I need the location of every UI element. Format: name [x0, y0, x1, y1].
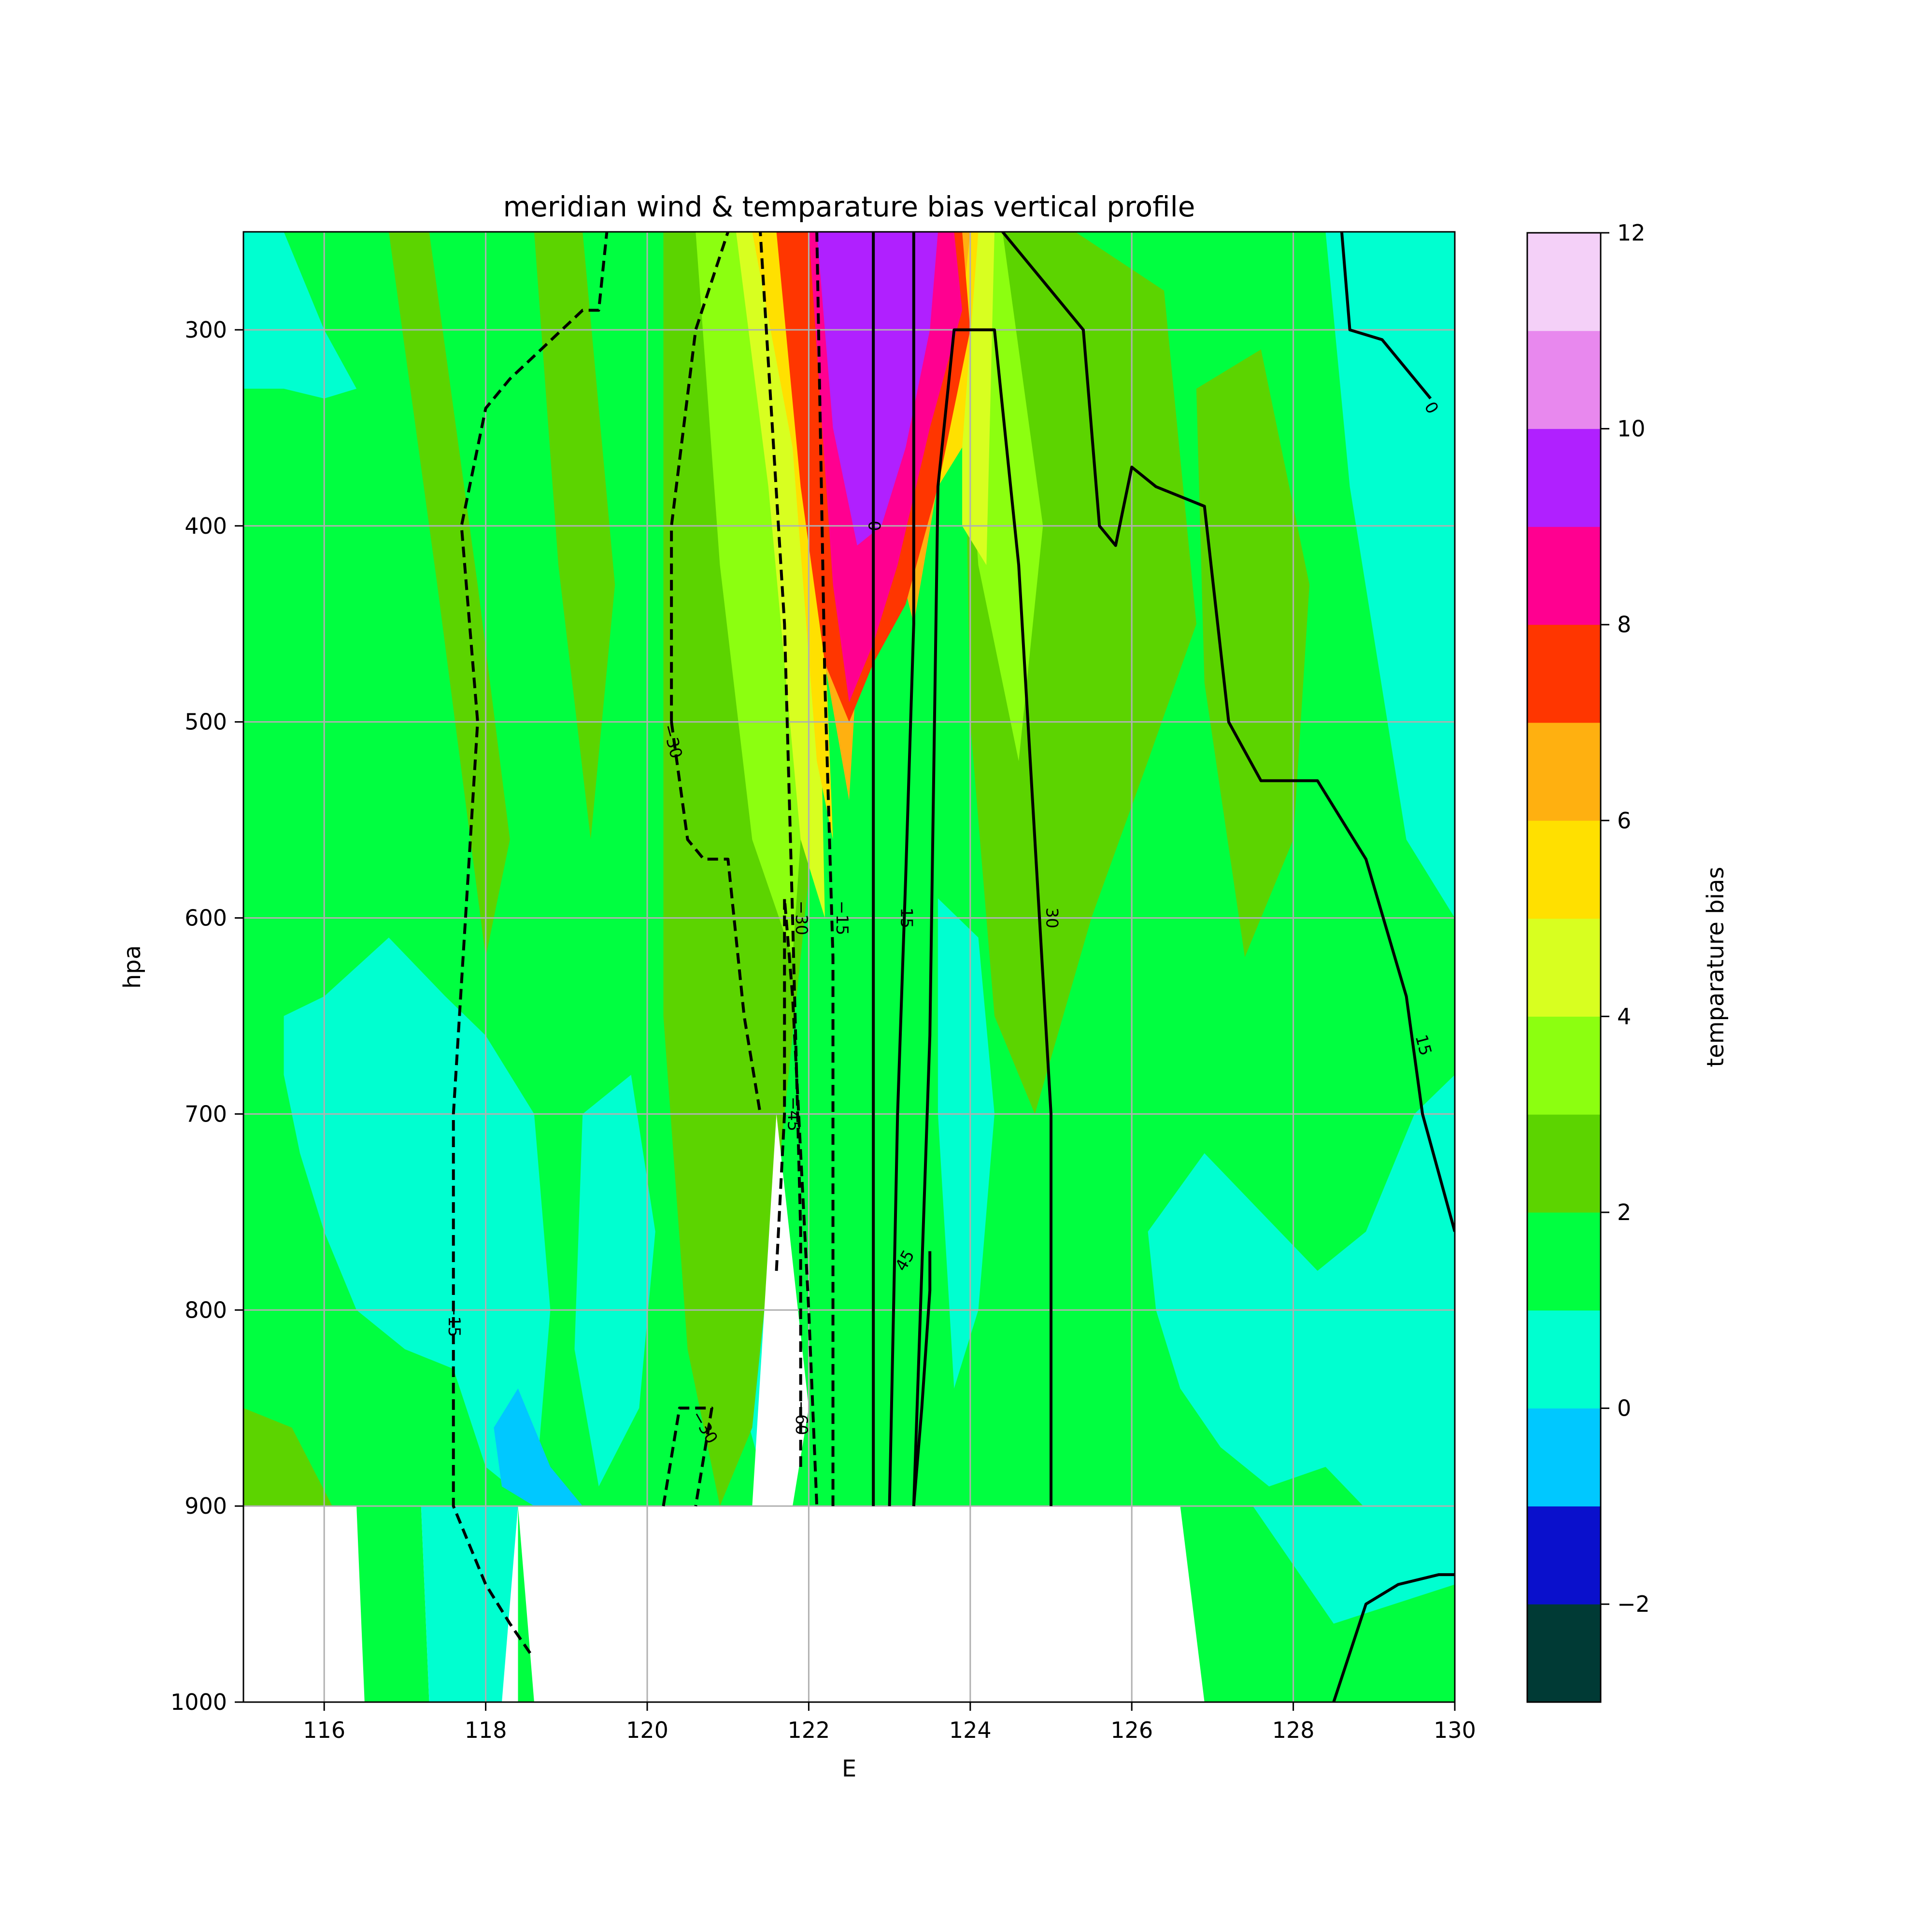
wind-contour [1332, 1573, 1455, 1702]
colorbar-tick-label: 10 [1617, 416, 1646, 442]
x-tick-label: 124 [949, 1717, 992, 1743]
bias-region [696, 232, 809, 957]
colorbar-tick-label: 8 [1617, 611, 1631, 638]
y-tick-label: 800 [185, 1297, 227, 1323]
bias-region [1253, 1506, 1455, 1624]
colorbar: −2 0 2 4 6 8 10 12 temparature bias [1526, 220, 1729, 1703]
bias-region [388, 232, 510, 957]
colorbar-band [1527, 723, 1601, 821]
colorbar-bands [1527, 233, 1601, 1703]
x-tick-label: 116 [303, 1717, 345, 1743]
bias-region [284, 938, 551, 1506]
colorbar-frame [1526, 232, 1602, 1703]
plot-frame [242, 231, 1456, 1703]
wind-contour [888, 232, 915, 1506]
colorbar-band [1527, 625, 1601, 723]
wind-contour [670, 232, 730, 722]
colorbar-band [1527, 330, 1601, 429]
wind-contour [912, 328, 1052, 1506]
colorbar-band [1527, 428, 1601, 527]
contour-label: 30 [1042, 908, 1062, 928]
bias-region [574, 1075, 655, 1487]
bias-region [494, 1388, 583, 1506]
colorbar-band [1527, 1212, 1601, 1311]
wind-contour [1001, 232, 1455, 1232]
colorbar-band [1527, 1506, 1601, 1605]
y-tick-label: 900 [185, 1493, 227, 1519]
wind-contour [452, 232, 609, 1654]
colorbar-band [1527, 918, 1601, 1017]
y-tick-label: 500 [185, 709, 227, 735]
wind-contours [452, 232, 1455, 1702]
y-axis-label: hpa [119, 945, 146, 989]
colorbar-tick-label: 2 [1617, 1199, 1631, 1225]
x-tick-label: 122 [787, 1717, 830, 1743]
y-tick-label: 400 [185, 513, 227, 539]
bias-region [534, 232, 615, 840]
bias-region [817, 232, 938, 546]
colorbar-band [1527, 1310, 1601, 1409]
x-tick-label: 120 [626, 1717, 668, 1743]
colorbar-band [1527, 1114, 1601, 1213]
bias-region [1148, 1075, 1455, 1565]
y-tick-label: 300 [185, 317, 227, 343]
x-axis-label: E [842, 1755, 856, 1782]
colorbar-band [1527, 1408, 1601, 1506]
bias-region [518, 1506, 534, 1702]
wind-contour [1340, 232, 1432, 399]
colorbar-tick-label: 12 [1617, 220, 1646, 246]
x-tick-label: 128 [1272, 1717, 1315, 1743]
chart-title: meridian wind & temparature bias vertica… [503, 190, 1195, 223]
colorbar-band [1527, 1604, 1601, 1703]
colorbar-band [1527, 526, 1601, 625]
colorbar-label: temparature bias [1702, 867, 1729, 1067]
wind-contour [670, 722, 762, 1114]
colorbar-band [1527, 233, 1601, 331]
y-axis: 300 400 500 600 700 800 900 1000 [170, 317, 243, 1715]
contour-label: 0 [865, 521, 884, 531]
bias-region [1196, 349, 1310, 957]
contour-label: 15 [897, 908, 916, 928]
contour-label: −60 [792, 1401, 811, 1435]
bias-field [243, 232, 1455, 1702]
contour-label: −15 [832, 901, 852, 936]
y-tick-label: 700 [185, 1101, 227, 1127]
colorbar-band [1527, 1016, 1601, 1115]
wind-contour [912, 1251, 932, 1506]
wind-contour [759, 232, 802, 1467]
bias-region [421, 1506, 518, 1702]
bias-region [1325, 232, 1455, 918]
x-tick-label: 126 [1110, 1717, 1153, 1743]
x-tick-label: 130 [1434, 1717, 1476, 1743]
x-axis: 116 118 120 122 124 126 128 130 [303, 1702, 1476, 1743]
colorbar-tick-label: −2 [1617, 1591, 1650, 1617]
colorbar-ticks: −2 0 2 4 6 8 10 12 [1601, 220, 1650, 1617]
contour-label: −30 [792, 901, 811, 936]
y-tick-label: 1000 [170, 1689, 227, 1715]
bias-region [752, 232, 833, 840]
bias-region [938, 898, 994, 1389]
colorbar-tick-label: 4 [1617, 1003, 1631, 1029]
contour-label: −15 [444, 1303, 464, 1337]
x-tick-label: 118 [465, 1717, 507, 1743]
bias-region [356, 1506, 429, 1702]
colorbar-tick-label: 0 [1617, 1395, 1631, 1421]
wind-contour [662, 1406, 713, 1506]
y-tick-label: 600 [185, 905, 227, 931]
bias-region [243, 232, 357, 398]
contour-label: −45 [783, 1097, 803, 1132]
colorbar-tick-label: 6 [1617, 808, 1631, 834]
bias-region [1438, 565, 1455, 918]
colorbar-band [1527, 820, 1601, 919]
